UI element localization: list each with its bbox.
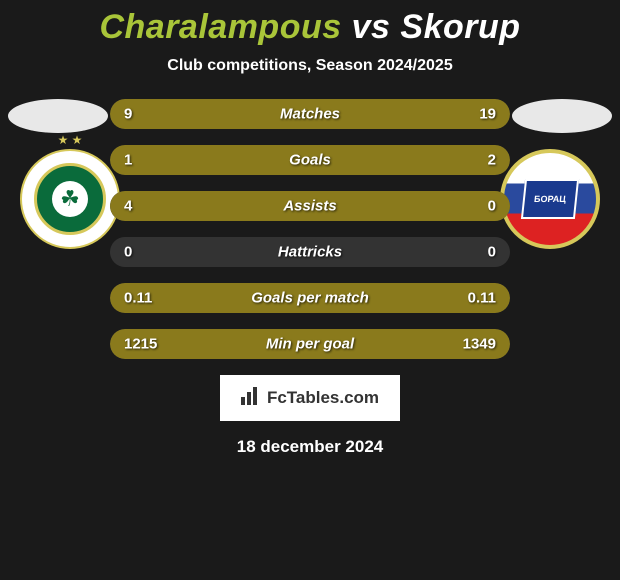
stat-label: Goals	[289, 152, 331, 169]
stat-value-right: 19	[479, 106, 496, 123]
avatar-right-placeholder	[512, 99, 612, 133]
player1-name: Charalampous	[99, 8, 341, 46]
bars-container: 9 19 Matches 1 2 Goals 4 0 Assists 0 0 Hattricks 0.1…	[110, 99, 510, 359]
player2-name: Skorup	[400, 8, 520, 46]
stat-label: Hattricks	[278, 244, 342, 261]
date-text: 18 december 2024	[0, 437, 620, 457]
logo-inner: ☘	[34, 163, 106, 235]
stat-value-left: 0	[124, 244, 132, 261]
stat-value-right: 0	[488, 244, 496, 261]
stat-bar: 1 2 Goals	[110, 145, 510, 175]
bar-fill-right	[238, 99, 510, 129]
stat-label: Min per goal	[266, 336, 354, 353]
main-area: ★ ★ ☘ БОРАЦ 919Matches12Goals40Assists00…	[0, 99, 620, 457]
bar-fill-right	[246, 145, 510, 175]
stat-value-right: 0.11	[468, 290, 496, 307]
stat-value-left: 9	[124, 106, 132, 123]
stat-value-right: 0	[488, 198, 496, 215]
stat-bar: 9 19 Matches	[110, 99, 510, 129]
stat-bar: 4 0 Assists	[110, 191, 510, 221]
attribution-text: FcTables.com	[267, 388, 379, 408]
vs-text: vs	[352, 8, 391, 46]
stat-value-right: 1349	[463, 336, 496, 353]
clover-icon: ☘	[52, 181, 88, 217]
stat-value-right: 2	[488, 152, 496, 169]
chart-icon	[241, 387, 261, 410]
stars-icon: ★ ★	[58, 133, 83, 147]
stat-value-left: 1215	[124, 336, 157, 353]
team-logo-right: БОРАЦ	[500, 149, 600, 249]
subtitle: Club competitions, Season 2024/2025	[0, 57, 620, 75]
stat-bar: 0 0 Hattricks	[110, 237, 510, 267]
infographic-container: Charalampous vs Skorup Club competitions…	[0, 0, 620, 580]
stat-value-left: 4	[124, 198, 132, 215]
stat-label: Matches	[280, 106, 340, 123]
avatar-left-placeholder	[8, 99, 108, 133]
stat-label: Goals per match	[251, 290, 369, 307]
shield-icon: БОРАЦ	[521, 179, 579, 219]
stat-value-left: 0.11	[124, 290, 152, 307]
attribution-badge[interactable]: FcTables.com	[220, 375, 400, 421]
stat-bar: 1215 1349 Min per goal	[110, 329, 510, 359]
stat-value-left: 1	[124, 152, 132, 169]
stat-label: Assists	[283, 198, 336, 215]
page-title: Charalampous vs Skorup	[0, 8, 620, 47]
team-logo-left: ★ ★ ☘	[20, 149, 120, 249]
stat-bar: 0.11 0.11 Goals per match	[110, 283, 510, 313]
